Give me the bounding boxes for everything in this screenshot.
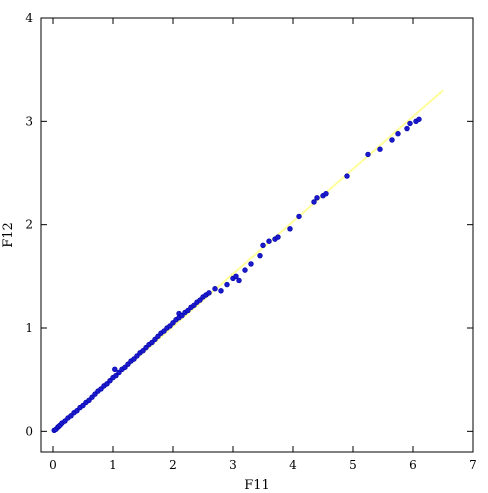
- data-point: [365, 151, 371, 158]
- data-point: [377, 146, 383, 152]
- data-point: [248, 261, 254, 267]
- x-tick-label: 7: [469, 458, 477, 472]
- data-point: [287, 226, 293, 232]
- y-tick-label: 0: [25, 424, 33, 438]
- data-point: [212, 286, 218, 292]
- data-point: [260, 242, 266, 249]
- axis-ticks: 0 1 2 3 4 5 6 7 0 1 2 3 4: [25, 11, 476, 472]
- data-point: [404, 125, 410, 132]
- data-point: [224, 281, 230, 288]
- x-tick-label: 2: [169, 458, 177, 472]
- y-axis-label: F12: [1, 222, 16, 248]
- data-point: [389, 137, 395, 143]
- x-tick-label: 4: [289, 458, 297, 472]
- data-point: [233, 273, 239, 280]
- data-points: [51, 116, 422, 433]
- x-axis-label: F11: [244, 478, 270, 493]
- data-point: [407, 120, 413, 127]
- y-tick-label: 4: [25, 11, 33, 25]
- x-tick-label: 3: [229, 458, 237, 472]
- data-point: [257, 252, 263, 259]
- y-tick-label: 2: [25, 218, 33, 232]
- data-point: [112, 366, 118, 373]
- data-point: [296, 213, 302, 220]
- x-tick-label: 6: [409, 458, 417, 472]
- data-point: [206, 290, 212, 296]
- data-point: [275, 234, 281, 240]
- data-point: [266, 238, 272, 244]
- data-point: [218, 288, 224, 294]
- data-point: [323, 190, 329, 197]
- x-tick-label: 0: [49, 458, 57, 472]
- data-point: [311, 199, 317, 205]
- x-tick-label: 1: [109, 458, 117, 472]
- data-point: [416, 116, 422, 122]
- data-point: [314, 195, 320, 201]
- data-point: [395, 131, 401, 137]
- data-point: [344, 173, 350, 179]
- data-point: [242, 267, 248, 273]
- y-tick-label: 1: [25, 321, 33, 335]
- data-point: [236, 277, 242, 284]
- x-tick-label: 5: [349, 458, 357, 472]
- y-tick-label: 3: [25, 114, 33, 128]
